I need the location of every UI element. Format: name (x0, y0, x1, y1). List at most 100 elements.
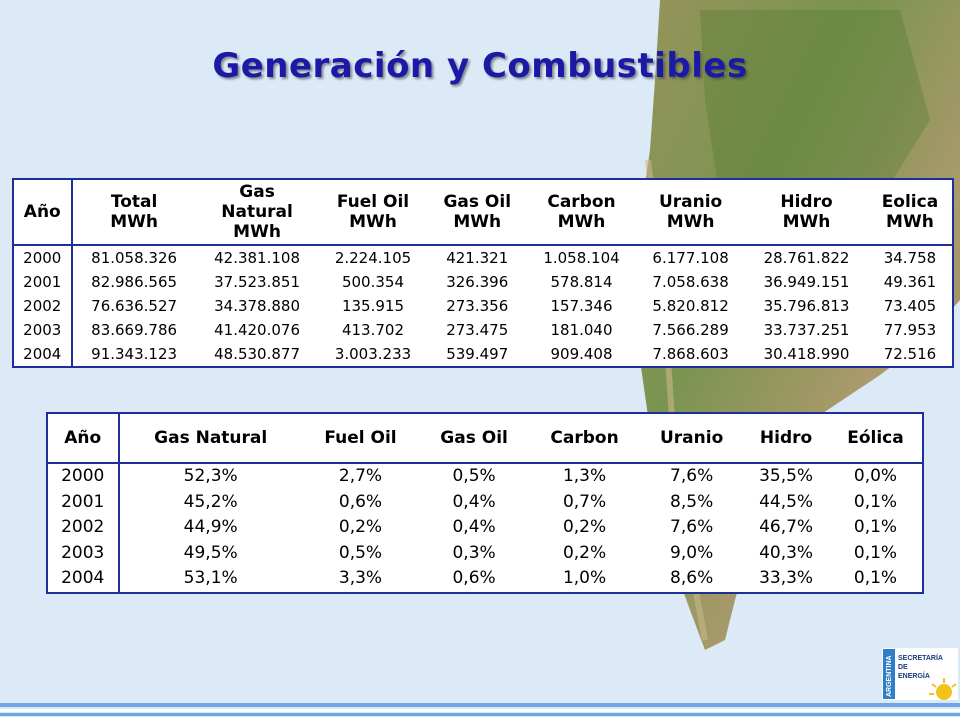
header-gas-natural: Gas Natural MWh (195, 179, 319, 246)
cell-value: 34.378.880 (214, 297, 300, 315)
header-gas-oil: Gas Oil (419, 413, 530, 464)
cell-value: 77.953 (883, 321, 937, 339)
cell-value: 0,4% (452, 491, 496, 512)
cell-value: 0,2% (338, 517, 383, 538)
header-uranio: Uranio (640, 413, 744, 464)
table-row: 2003 49,5% 0,5% 0,3% 0,2% 9,0% 40,3% 0,1… (47, 540, 923, 566)
cell-value: 0,3% (452, 542, 496, 563)
header-total: Total MWh (71, 179, 196, 246)
table-row: 2001 45,2% 0,6% 0,4% 0,7% 8,5% 44,5% 0,1… (47, 489, 923, 515)
header-eolica: Eólica (828, 413, 923, 464)
cell-value: 0,2% (562, 517, 607, 538)
cell-value: 1,3% (562, 466, 607, 487)
sun-icon (929, 678, 957, 700)
cell-value: 7.868.603 (652, 345, 729, 363)
cell-value: 0,7% (562, 491, 607, 512)
cell-value: 0,4% (452, 517, 496, 538)
cell-value: 3.003.233 (334, 345, 412, 363)
cell-value: 49,5% (183, 542, 238, 563)
cell-value: 0,1% (853, 517, 898, 538)
cell-value: 7,6% (670, 466, 714, 487)
logo-country-text: ARGENTINA (886, 655, 893, 697)
cell-year: 2000 (47, 463, 120, 490)
header-gas-oil: Gas Oil MWh (427, 179, 527, 246)
cell-value: 81.058.326 (91, 249, 178, 267)
cell-value: 6.177.108 (652, 249, 729, 267)
header-eolica: Eolica MWh (867, 179, 953, 246)
cell-value: 72.516 (883, 345, 937, 363)
table-row: 2004 53,1% 3,3% 0,6% 1,0% 8,6% 33,3% 0,1… (47, 566, 923, 593)
cell-value: 45,2% (183, 491, 238, 512)
cell-value: 0,6% (338, 491, 383, 512)
cell-value: 41.420.076 (214, 321, 300, 339)
cell-value: 37.523.851 (214, 273, 300, 291)
logo-line-3: ENERGÍA (898, 671, 930, 680)
cell-value: 1,0% (562, 568, 607, 589)
cell-value: 909.408 (550, 345, 613, 363)
header-fuel-oil: Fuel Oil (301, 413, 420, 464)
header-uranio: Uranio MWh (636, 179, 746, 246)
cell-value: 48.530.877 (214, 345, 300, 363)
table-row: 2002 76.636.527 34.378.880 135.915 273.3… (13, 294, 953, 318)
cell-value: 52,3% (183, 466, 238, 487)
header-hidro: Hidro MWh (745, 179, 868, 246)
logo-side-bar (883, 649, 895, 699)
cell-value: 326.396 (446, 273, 509, 291)
logo-line-2: DE (898, 664, 908, 671)
cell-value: 40,3% (759, 542, 814, 563)
header-carbon: Carbon MWh (526, 179, 637, 246)
cell-value: 9,0% (670, 542, 714, 563)
cell-value: 8,6% (670, 568, 714, 589)
cell-value: 53,1% (183, 568, 238, 589)
cell-year: 2003 (47, 540, 120, 566)
cell-value: 2.224.105 (334, 249, 412, 267)
cell-value: 42.381.108 (214, 249, 300, 267)
header-hidro: Hidro (743, 413, 829, 464)
cell-value: 0,6% (452, 568, 496, 589)
cell-value: 0,0% (853, 466, 898, 487)
cell-value: 83.669.786 (91, 321, 178, 339)
cell-value: 91.343.123 (91, 345, 178, 363)
cell-value: 0,1% (853, 542, 898, 563)
cell-value: 413.702 (341, 321, 404, 339)
cell-year: 2002 (47, 515, 120, 541)
cell-value: 181.040 (550, 321, 613, 339)
cell-value: 2,7% (338, 466, 383, 487)
cell-value: 421.321 (446, 249, 509, 267)
cell-value: 7,6% (670, 517, 714, 538)
cell-value: 5.820.812 (652, 297, 729, 315)
header-anio: Año (13, 179, 73, 246)
cell-year: 2000 (13, 245, 73, 270)
cell-value: 578.814 (550, 273, 613, 291)
cell-year: 2004 (47, 566, 120, 593)
cell-year: 2002 (13, 294, 73, 318)
table-row: 2001 82.986.565 37.523.851 500.354 326.3… (13, 270, 953, 294)
cell-year: 2001 (13, 270, 73, 294)
cell-value: 3,3% (338, 568, 383, 589)
cell-value: 33.737.251 (763, 321, 850, 339)
cell-value: 539.497 (446, 345, 509, 363)
cell-value: 7.566.289 (652, 321, 729, 339)
table-header-row: Año Gas Natural Fuel Oil Gas Oil Carbon … (47, 413, 923, 464)
cell-value: 1.058.104 (543, 249, 620, 267)
cell-value: 0,1% (853, 491, 898, 512)
page-title: Generación y Combustibles (212, 46, 748, 86)
generation-percent-table: Año Gas Natural Fuel Oil Gas Oil Carbon … (46, 412, 924, 594)
table-row: 2000 81.058.326 42.381.108 2.224.105 421… (13, 245, 953, 270)
cell-value: 157.346 (550, 297, 613, 315)
cell-value: 0,5% (338, 542, 383, 563)
cell-value: 28.761.822 (763, 249, 850, 267)
header-gas-natural: Gas Natural (118, 413, 302, 464)
cell-value: 273.356 (446, 297, 509, 315)
cell-value: 500.354 (341, 273, 404, 291)
cell-value: 0,2% (562, 542, 607, 563)
header-anio: Año (47, 413, 120, 464)
header-fuel-oil: Fuel Oil MWh (318, 179, 428, 246)
table-row: 2003 83.669.786 41.420.076 413.702 273.4… (13, 318, 953, 342)
bottom-stripes (0, 703, 960, 720)
cell-value: 49.361 (883, 273, 937, 291)
table-row: 2002 44,9% 0,2% 0,4% 0,2% 7,6% 46,7% 0,1… (47, 515, 923, 541)
cell-value: 33,3% (759, 568, 814, 589)
table-header-row: Año Total MWh Gas Natural MWh Fuel Oil MWh G… (13, 179, 953, 246)
cell-value: 7.058.638 (652, 273, 729, 291)
